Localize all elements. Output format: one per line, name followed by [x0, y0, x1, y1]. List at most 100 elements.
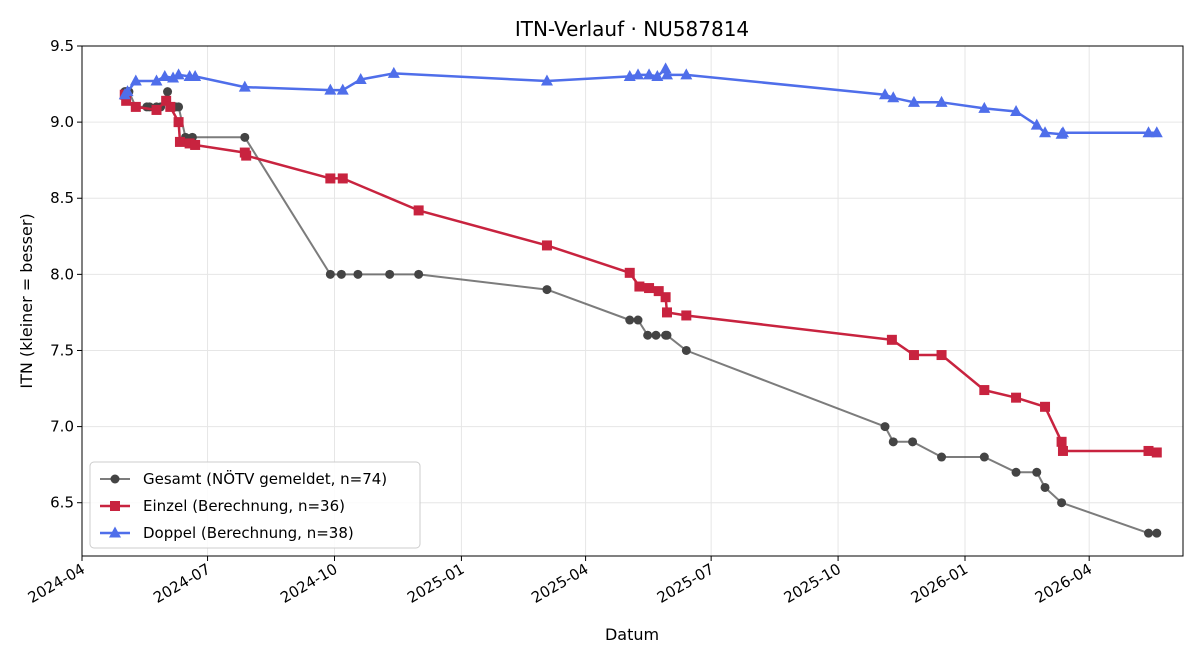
doppel-point: [978, 101, 991, 113]
einzel-point: [634, 281, 645, 292]
gesamt-point: [385, 269, 395, 279]
gesamt-point: [888, 437, 898, 447]
einzel-point: [173, 117, 184, 128]
gesamt-point: [174, 102, 184, 112]
legend-label-gesamt: Gesamt (NÖTV gemeldet, n=74): [143, 469, 387, 488]
doppel-point: [150, 74, 163, 86]
doppel-point: [336, 83, 349, 95]
y-tick-label: 7.5: [50, 341, 74, 359]
einzel-point: [908, 350, 919, 361]
gesamt-point: [937, 452, 947, 462]
chart-title: ITN-Verlauf · NU587814: [515, 17, 749, 41]
gesamt-point: [1040, 482, 1050, 492]
gesamt-point: [336, 269, 346, 279]
doppel-point: [354, 72, 367, 84]
series-einzel: [119, 89, 1162, 458]
doppel-point: [167, 71, 180, 83]
doppel-point: [680, 68, 693, 80]
legend-label-doppel: Doppel (Berechnung, n=38): [143, 524, 354, 542]
legend: Gesamt (NÖTV gemeldet, n=74) Einzel (Bere…: [89, 461, 421, 549]
doppel-point: [540, 74, 553, 86]
y-tick-label: 8.5: [50, 189, 74, 207]
doppel-point: [172, 68, 185, 80]
y-tick-label: 9.5: [50, 37, 74, 55]
plot-frame: [81, 45, 1184, 557]
gesamt-point: [240, 132, 250, 142]
einzel-point: [121, 95, 132, 106]
legend-items: Gesamt (NÖTV gemeldet, n=74) Einzel (Bere…: [100, 469, 387, 542]
x-axis-title: Datum: [605, 625, 659, 644]
series-doppel: [118, 62, 1163, 139]
gesamt-point: [1057, 498, 1067, 508]
y-tick-label: 7.0: [50, 418, 74, 436]
series-layer: [118, 62, 1163, 538]
einzel-point: [624, 267, 635, 278]
y-tick-label: 8.0: [50, 265, 74, 283]
gesamt-point: [1011, 467, 1021, 477]
doppel-point: [129, 74, 142, 86]
gesamt-point: [353, 269, 363, 279]
einzel-point: [541, 240, 552, 251]
gesamt-point: [542, 285, 552, 295]
y-axis-title: ITN (kleiner = besser): [17, 213, 36, 388]
einzel-point: [190, 139, 201, 150]
doppel-point: [324, 83, 337, 95]
einzel-point: [886, 334, 897, 345]
legend-swatch-marker-gesamt: [110, 474, 120, 484]
gesamt-point: [651, 330, 661, 340]
gesamt-point: [1144, 528, 1154, 538]
einzel-point: [653, 286, 664, 297]
einzel-point: [681, 310, 692, 321]
y-tick-label: 9.0: [50, 113, 74, 131]
doppel-point: [1142, 126, 1155, 138]
doppel-point: [907, 95, 920, 107]
gesamt-point: [1032, 467, 1042, 477]
doppel-point: [1150, 126, 1163, 138]
legend-swatch-marker-einzel: [110, 501, 120, 511]
legend-label-einzel: Einzel (Berechnung, n=36): [143, 497, 345, 515]
einzel-point: [660, 292, 671, 303]
einzel-point: [184, 138, 195, 149]
einzel-point: [661, 307, 672, 318]
einzel-point: [644, 283, 655, 294]
einzel-point: [337, 173, 348, 184]
einzel-point: [979, 385, 990, 396]
gesamt-point: [1152, 528, 1162, 538]
einzel-point: [1056, 436, 1067, 447]
doppel-point: [1056, 126, 1069, 138]
gesamt-point: [979, 452, 989, 462]
doppel-point: [660, 68, 673, 80]
doppel-point: [158, 69, 171, 81]
einzel-point: [1143, 445, 1154, 456]
doppel-point: [632, 68, 645, 80]
gesamt-point: [633, 315, 643, 325]
gesamt-point: [163, 87, 173, 97]
einzel-point: [1011, 392, 1022, 403]
doppel-point: [659, 62, 672, 74]
gesamt-point: [625, 315, 635, 325]
doppel-point: [238, 80, 251, 92]
legend-box: [89, 461, 421, 549]
grid-lines: [81, 45, 1183, 556]
gesamt-point: [681, 345, 691, 355]
doppel-point: [1039, 126, 1052, 138]
doppel-point: [878, 88, 891, 100]
doppel-point: [651, 69, 664, 81]
doppel-point: [935, 95, 948, 107]
einzel-point: [174, 136, 185, 147]
einzel-point: [936, 350, 947, 361]
doppel-point: [643, 68, 656, 80]
gesamt-point: [662, 330, 672, 340]
legend-swatch-marker-doppel: [109, 526, 121, 538]
einzel-point: [413, 205, 424, 216]
gesamt-point: [643, 330, 653, 340]
gesamt-point: [414, 269, 424, 279]
einzel-point: [1057, 445, 1068, 456]
gesamt-point: [880, 422, 890, 432]
gesamt-point: [325, 269, 335, 279]
doppel-point: [887, 91, 900, 103]
einzel-point: [1151, 447, 1162, 458]
einzel-point: [151, 104, 162, 115]
